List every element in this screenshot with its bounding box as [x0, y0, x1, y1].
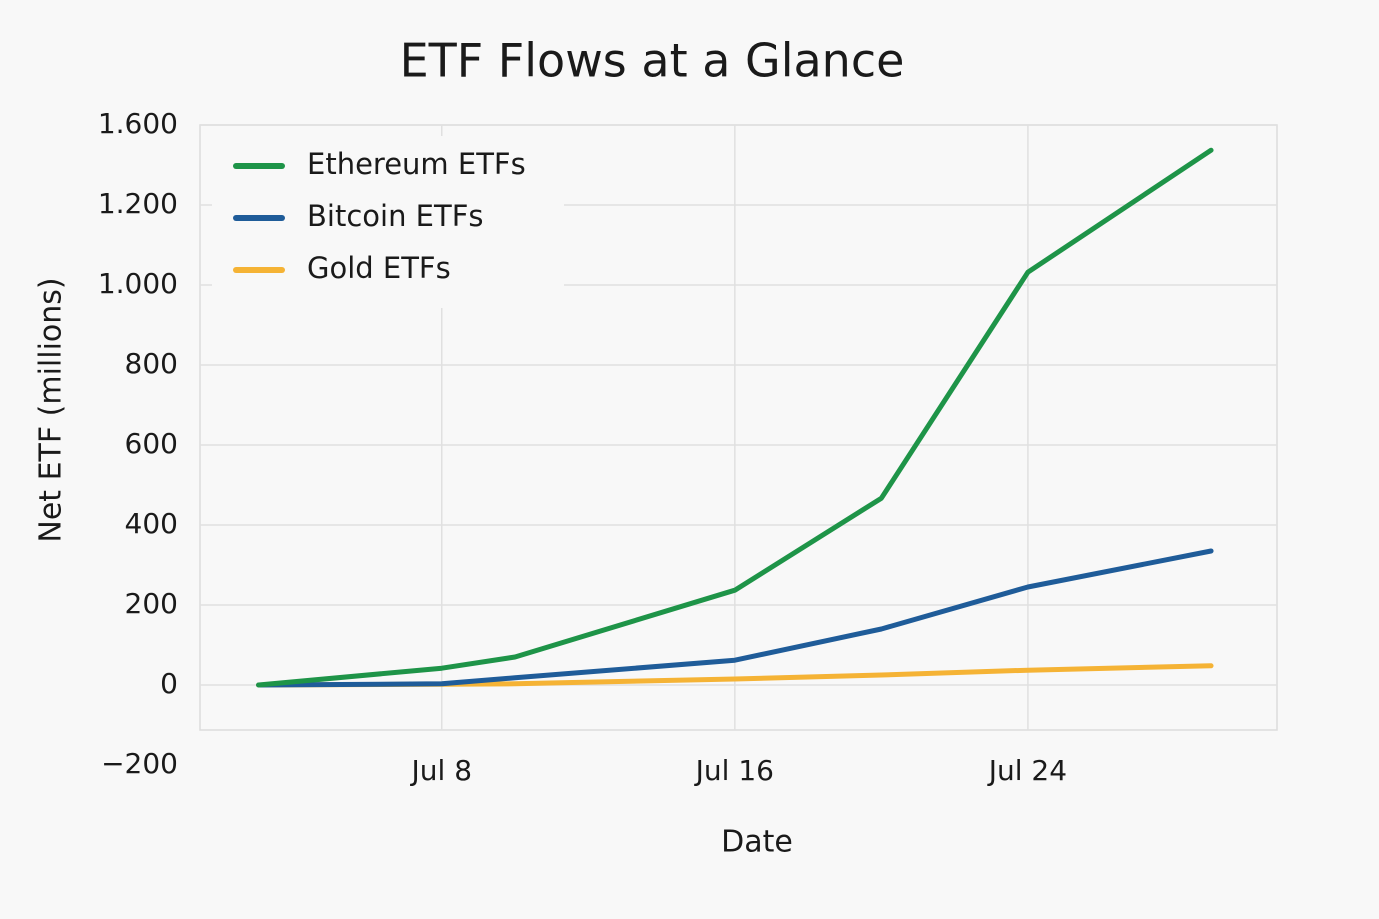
legend-label: Bitcoin ETFs — [307, 199, 484, 233]
y-tick-label: 1.200 — [98, 187, 178, 220]
x-tick-label: Jul 16 — [694, 754, 774, 787]
y-tick-label: 400 — [125, 507, 178, 540]
legend-label: Ethereum ETFs — [307, 147, 526, 181]
x-tick-label: Jul 8 — [410, 754, 473, 787]
y-tick-label: 200 — [125, 587, 178, 620]
y-tick-label: 0 — [160, 667, 178, 700]
y-tick-label: 800 — [125, 347, 178, 380]
y-tick-label: 1.000 — [98, 267, 178, 300]
y-tick-label: −200 — [101, 747, 178, 780]
series-line — [256, 147, 1214, 688]
y-tick-label: 600 — [125, 427, 178, 460]
chart-title: ETF Flows at a Glance — [400, 34, 905, 88]
x-axis-label: Date — [721, 825, 793, 860]
x-tick-label: Jul 24 — [987, 754, 1067, 787]
y-axis-label: Net ETF (millions) — [34, 277, 69, 542]
legend-label: Gold ETFs — [307, 251, 451, 285]
legend: Ethereum ETFs Bitcoin ETFs Gold ETFs — [212, 136, 564, 308]
series-line — [256, 548, 1214, 688]
y-tick-label: 1.600 — [98, 107, 178, 140]
